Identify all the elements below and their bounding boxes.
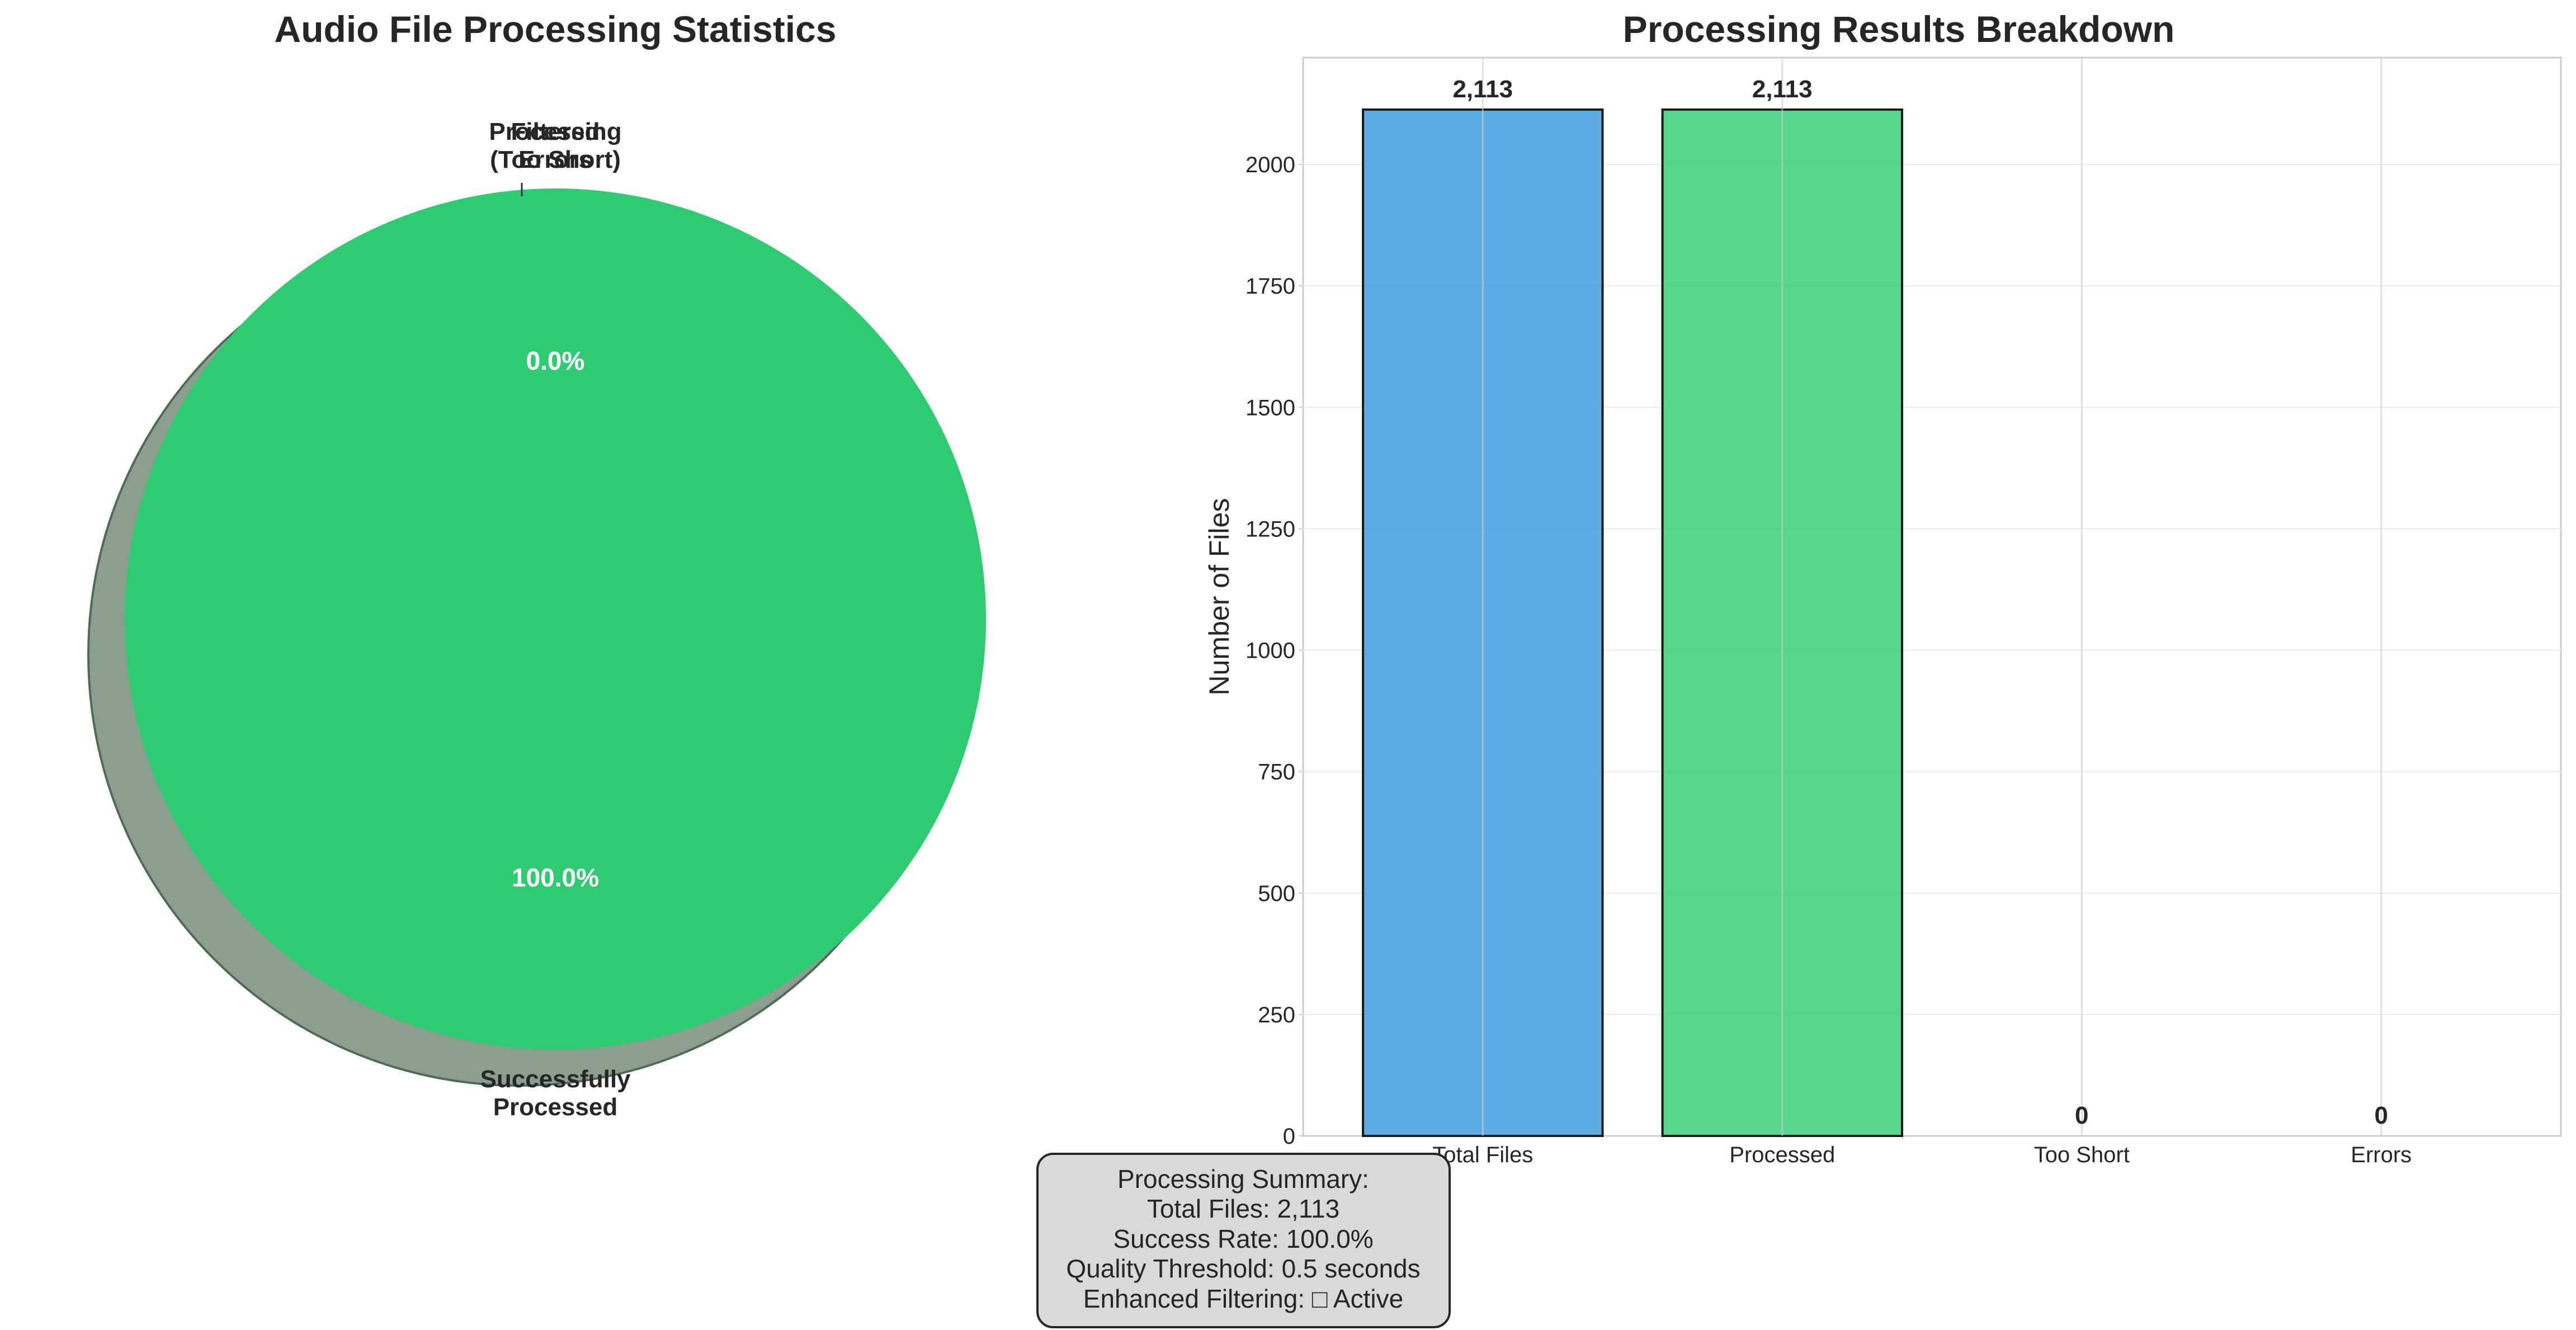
x-tick-label-too-short: Too Short (2034, 1143, 2130, 1167)
summary-title: Processing Summary: (1117, 1164, 1369, 1194)
pie-chart: Audio File Processing Statistics 100.0% S… (87, 8, 986, 1121)
pie-slice-successfully-processed (125, 188, 986, 1050)
y-tick-label: 250 (1258, 1003, 1295, 1027)
bar-chart: Processing Results Breakdown 0 250 500 750 1… (1204, 8, 2562, 1167)
pie-slices (87, 183, 986, 1087)
y-tick-label: 750 (1258, 760, 1295, 785)
bar-value-label-processed: 2,113 (1752, 76, 1813, 103)
y-tick-label: 2000 (1245, 153, 1295, 177)
x-tick-label-processed: Processed (1729, 1143, 1835, 1167)
summary-enhanced-filtering: Enhanced Filtering: □ Active (1083, 1284, 1403, 1313)
summary-box-background (1036, 1153, 1451, 1328)
y-tick-label: 1500 (1245, 395, 1295, 420)
y-tick-label: 1250 (1245, 517, 1295, 541)
pie-chart-title: Audio File Processing Statistics (275, 8, 837, 50)
bar-value-label-total-files: 2,113 (1452, 76, 1513, 103)
pie-label-filtered-too-short: Filtered (Too Short) (490, 118, 621, 173)
bar-chart-value-labels: 2,113 2,113 0 0 (1452, 76, 2388, 1129)
bar-chart-plot-area (1302, 56, 2562, 1137)
y-tick-label: 1750 (1245, 274, 1295, 299)
bar-value-label-too-short: 0 (2075, 1102, 2088, 1129)
summary-total-files: Total Files: 2,113 (1147, 1194, 1339, 1223)
y-tick-label: 1000 (1245, 639, 1295, 663)
y-axis-label: Number of Files (1204, 498, 1235, 696)
pie-percent-successfully-processed: 100.0% (512, 863, 599, 892)
x-tick-label-errors: Errors (2351, 1143, 2412, 1167)
pie-label-successfully-processed: Successfully Processed (480, 1065, 631, 1121)
bar-chart-vertical-gridlines (1482, 58, 2382, 1136)
summary-quality-threshold: Quality Threshold: 0.5 seconds (1066, 1254, 1420, 1283)
pie-labels: 100.0% Successfully Processed 0.0% Filtered(… (480, 118, 631, 1121)
pie-label-processing-errors: Processing Errors (489, 118, 621, 173)
y-tick-label: 0 (1283, 1124, 1295, 1149)
summary-success-rate: Success Rate: 100.0% (1113, 1224, 1373, 1253)
bar-chart-title: Processing Results Breakdown (1623, 8, 2175, 50)
pie-percent-processing-errors: 0.0% (526, 346, 585, 375)
pie-percent-filtered-too-short: 0.0% (526, 346, 585, 375)
bar-value-label-errors: 0 (2374, 1102, 2388, 1129)
y-tick-label: 500 (1258, 881, 1295, 906)
processing-summary-box: Processing Summary: Total Files: 2,113 S… (1036, 1153, 1451, 1328)
